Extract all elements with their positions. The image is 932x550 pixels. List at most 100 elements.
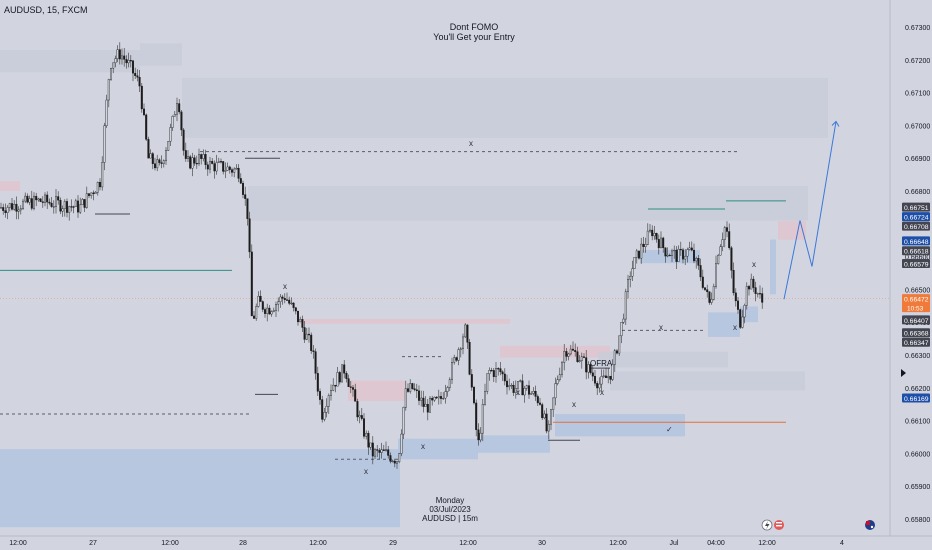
- candle-body: [336, 372, 339, 387]
- note-line-2: You'll Get your Entry: [433, 32, 515, 42]
- candle-body: [369, 442, 372, 448]
- flag-icon[interactable]: [774, 520, 784, 530]
- candle-body: [237, 167, 240, 179]
- candle-body: [620, 322, 623, 337]
- candle-body: [39, 198, 42, 202]
- x-tick-label: 29: [389, 540, 397, 547]
- candle-body: [26, 195, 29, 203]
- candle-body: [213, 163, 216, 172]
- candle-body: [530, 393, 533, 395]
- candle-body: [631, 268, 634, 277]
- candle-body: [671, 250, 674, 256]
- candle-body: [624, 291, 627, 320]
- candle-body: [673, 249, 676, 252]
- candle-body: [655, 233, 658, 240]
- candle-body: [409, 383, 412, 392]
- au-flag-icon[interactable]: [865, 520, 875, 530]
- candle-body: [613, 350, 616, 365]
- candle-body: [644, 244, 647, 247]
- price-axis[interactable]: [890, 0, 932, 536]
- candle-body: [138, 77, 141, 87]
- price-label: 0.66648: [904, 239, 929, 246]
- price-labels: 0.66751 0.66724 0.66708 0.66648 0.66618 0.665…: [902, 202, 930, 403]
- candle-body: [492, 370, 495, 377]
- candle-body: [195, 163, 198, 165]
- candle-body: [598, 383, 601, 389]
- candle-body: [151, 153, 154, 164]
- candle-body: [618, 335, 621, 354]
- candle-body: [684, 255, 687, 260]
- x-tick-label: 12:00: [161, 540, 179, 547]
- candle-body: [448, 379, 451, 388]
- candle-body: [235, 167, 238, 170]
- candle-body: [761, 293, 764, 303]
- candle-body: [759, 293, 762, 295]
- candle-body: [580, 356, 583, 361]
- price-label: 0.66169: [904, 396, 929, 403]
- candle-body: [510, 384, 513, 387]
- candle-body: [437, 396, 440, 399]
- candle-body: [576, 351, 579, 362]
- candle-body: [726, 227, 729, 232]
- y-tick-label: 0.66900: [905, 156, 930, 163]
- candle-body: [96, 182, 99, 193]
- candle-body: [129, 60, 132, 62]
- candle-body: [314, 351, 317, 374]
- candle-body: [323, 412, 326, 420]
- candle-body: [288, 299, 291, 304]
- candle-body: [90, 192, 93, 196]
- candle-body: [211, 160, 214, 164]
- candle-body: [481, 404, 484, 434]
- candle-body: [79, 204, 82, 213]
- candle-body: [429, 397, 432, 413]
- candle-body: [708, 291, 711, 303]
- zone-box: [640, 250, 700, 264]
- candle-body: [266, 307, 269, 314]
- candle-body: [660, 237, 663, 249]
- price-label-box: [902, 258, 930, 268]
- y-tick-label: 0.67100: [905, 91, 930, 98]
- candle-body: [343, 364, 346, 374]
- candle-body: [290, 302, 293, 305]
- candle-body: [332, 384, 335, 391]
- zone-box: [610, 371, 805, 391]
- candle-body: [65, 201, 68, 213]
- zone-box: [182, 77, 828, 138]
- candle-body: [193, 157, 196, 164]
- candle-body: [120, 55, 123, 60]
- candle-body: [453, 357, 456, 363]
- candle-body: [74, 200, 77, 208]
- candle-body: [695, 258, 698, 262]
- candle-body: [380, 449, 383, 453]
- candle-body: [730, 247, 733, 271]
- x-tick-label: Jul: [670, 540, 679, 547]
- candle-body: [574, 350, 577, 352]
- check-mark: ✓: [666, 425, 673, 434]
- candle-body: [44, 194, 47, 203]
- zone-box: [348, 380, 405, 401]
- candle-body: [488, 370, 491, 374]
- candle-body: [316, 373, 319, 392]
- candle-body: [349, 386, 352, 388]
- candle-body: [677, 248, 680, 262]
- candle-body: [255, 306, 258, 319]
- candle-body: [189, 156, 192, 169]
- candle-body: [534, 391, 537, 397]
- scroll-arrow-icon[interactable]: [901, 369, 906, 377]
- candle-body: [750, 278, 753, 290]
- candle-body: [222, 161, 225, 172]
- candle-body: [640, 243, 643, 259]
- candle-body: [68, 206, 71, 213]
- date-line-1: Monday: [436, 496, 464, 505]
- x-tick-label: 4: [840, 540, 844, 547]
- candle-body: [704, 287, 707, 290]
- candle-body: [717, 254, 720, 264]
- candle-body: [334, 384, 337, 387]
- y-tick-label: 0.66100: [905, 419, 930, 426]
- candle-body: [305, 333, 308, 340]
- candle-body: [602, 375, 605, 377]
- candle-body: [479, 432, 482, 441]
- candle-body: [52, 206, 55, 208]
- lightning-icon[interactable]: [761, 519, 773, 531]
